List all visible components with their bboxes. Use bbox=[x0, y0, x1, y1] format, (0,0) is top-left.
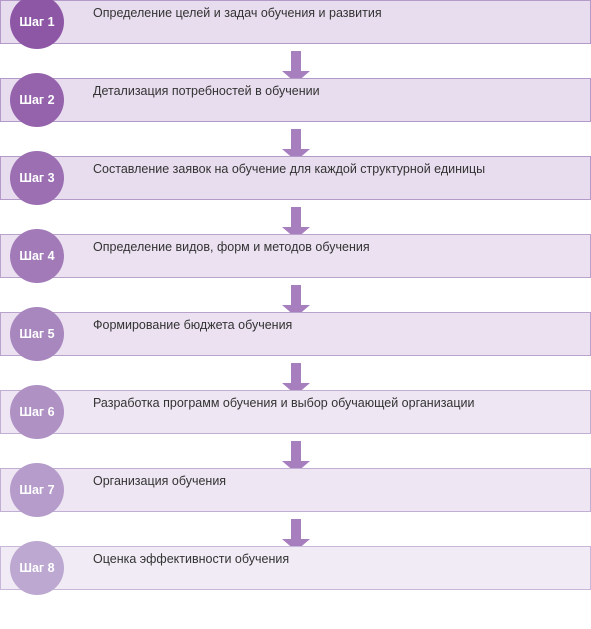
step-row: Детализация потребностей в обученииШаг 2 bbox=[0, 78, 591, 122]
arrow-down-icon bbox=[0, 44, 591, 78]
arrow-down-icon bbox=[0, 122, 591, 156]
step-badge: Шаг 3 bbox=[10, 151, 64, 205]
step-row: Определение видов, форм и методов обучен… bbox=[0, 234, 591, 278]
step-bar: Детализация потребностей в обучении bbox=[0, 78, 591, 122]
step-row: Организация обученияШаг 7 bbox=[0, 468, 591, 512]
step-badge: Шаг 7 bbox=[10, 463, 64, 517]
arrow-down-icon bbox=[0, 434, 591, 468]
step-bar: Разработка программ обучения и выбор обу… bbox=[0, 390, 591, 434]
step-row: Формирование бюджета обученияШаг 5 bbox=[0, 312, 591, 356]
step-bar: Оценка эффективности обучения bbox=[0, 546, 591, 590]
step-row: Оценка эффективности обученияШаг 8 bbox=[0, 546, 591, 590]
step-bar: Определение видов, форм и методов обучен… bbox=[0, 234, 591, 278]
arrow-down-icon bbox=[0, 200, 591, 234]
arrow-down-icon bbox=[0, 512, 591, 546]
step-row: Определение целей и задач обучения и раз… bbox=[0, 0, 591, 44]
step-badge: Шаг 8 bbox=[10, 541, 64, 595]
step-badge: Шаг 4 bbox=[10, 229, 64, 283]
arrow-down-icon bbox=[0, 356, 591, 390]
step-badge: Шаг 2 bbox=[10, 73, 64, 127]
step-badge: Шаг 5 bbox=[10, 307, 64, 361]
step-bar: Составление заявок на обучение для каждо… bbox=[0, 156, 591, 200]
process-flowchart: Определение целей и задач обучения и раз… bbox=[0, 0, 591, 590]
step-bar: Определение целей и задач обучения и раз… bbox=[0, 0, 591, 44]
step-badge: Шаг 6 bbox=[10, 385, 64, 439]
step-row: Разработка программ обучения и выбор обу… bbox=[0, 390, 591, 434]
step-bar: Формирование бюджета обучения bbox=[0, 312, 591, 356]
step-row: Составление заявок на обучение для каждо… bbox=[0, 156, 591, 200]
arrow-down-icon bbox=[0, 278, 591, 312]
step-bar: Организация обучения bbox=[0, 468, 591, 512]
